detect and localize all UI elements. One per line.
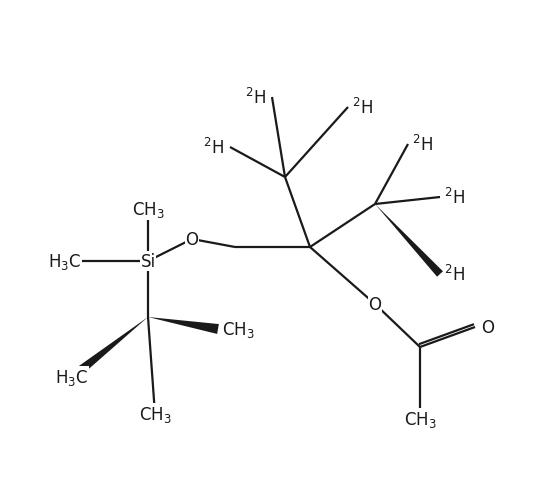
Text: O: O <box>481 318 494 336</box>
Text: O: O <box>185 230 199 248</box>
Text: Si: Si <box>140 252 156 270</box>
Text: CH$_3$: CH$_3$ <box>222 319 255 339</box>
Text: $\mathregular{^2}$H: $\mathregular{^2}$H <box>203 138 224 158</box>
Text: $\mathregular{^2}$H: $\mathregular{^2}$H <box>245 88 266 108</box>
Polygon shape <box>148 317 219 334</box>
Text: $\mathregular{^2}$H: $\mathregular{^2}$H <box>352 98 373 118</box>
Text: $\mathregular{^2}$H: $\mathregular{^2}$H <box>444 264 465 285</box>
Text: CH$_3$: CH$_3$ <box>404 409 436 429</box>
Text: CH$_3$: CH$_3$ <box>131 200 164 220</box>
Text: $\mathregular{^2}$H: $\mathregular{^2}$H <box>412 135 433 155</box>
Text: O: O <box>368 295 382 313</box>
Text: H$_3$C: H$_3$C <box>48 251 81 271</box>
Polygon shape <box>375 204 443 277</box>
Text: H$_3$C: H$_3$C <box>56 367 89 387</box>
Polygon shape <box>69 317 148 381</box>
Text: $\mathregular{^2}$H: $\mathregular{^2}$H <box>444 187 465 207</box>
Text: CH$_3$: CH$_3$ <box>139 404 172 424</box>
